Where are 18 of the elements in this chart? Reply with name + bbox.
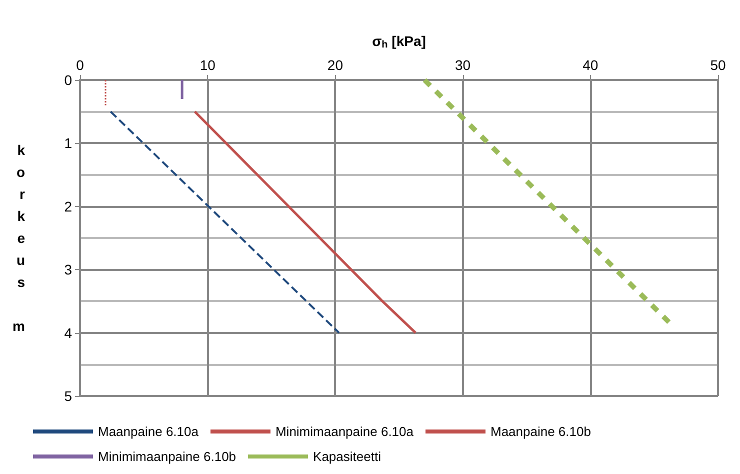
legend-label: Minimimaanpaine 6.10a <box>275 424 414 439</box>
x-tick-label: 10 <box>200 57 216 73</box>
y-tick-label: 4 <box>64 324 72 341</box>
legend-label: Minimimaanpaine 6.10b <box>98 449 236 464</box>
y-tick-label: 5 <box>64 388 72 404</box>
legend-label: Maanpaine 6.10b <box>490 424 591 439</box>
x-tick-label: 30 <box>455 57 471 73</box>
x-tick-label: 40 <box>582 57 598 73</box>
legend-label: Maanpaine 6.10a <box>98 424 200 439</box>
y-tick-label: 1 <box>64 135 72 152</box>
text: korkeus m <box>12 142 25 334</box>
y-tick-label: 3 <box>64 262 72 278</box>
legend-label: Kapasiteetti <box>313 449 382 464</box>
x-tick-label: 50 <box>710 57 726 73</box>
y-tick-label: 2 <box>64 198 72 214</box>
y-tick-label: 0 <box>64 72 72 88</box>
x-tick-label: 20 <box>327 57 344 73</box>
x-tick-label: 0 <box>76 57 84 73</box>
